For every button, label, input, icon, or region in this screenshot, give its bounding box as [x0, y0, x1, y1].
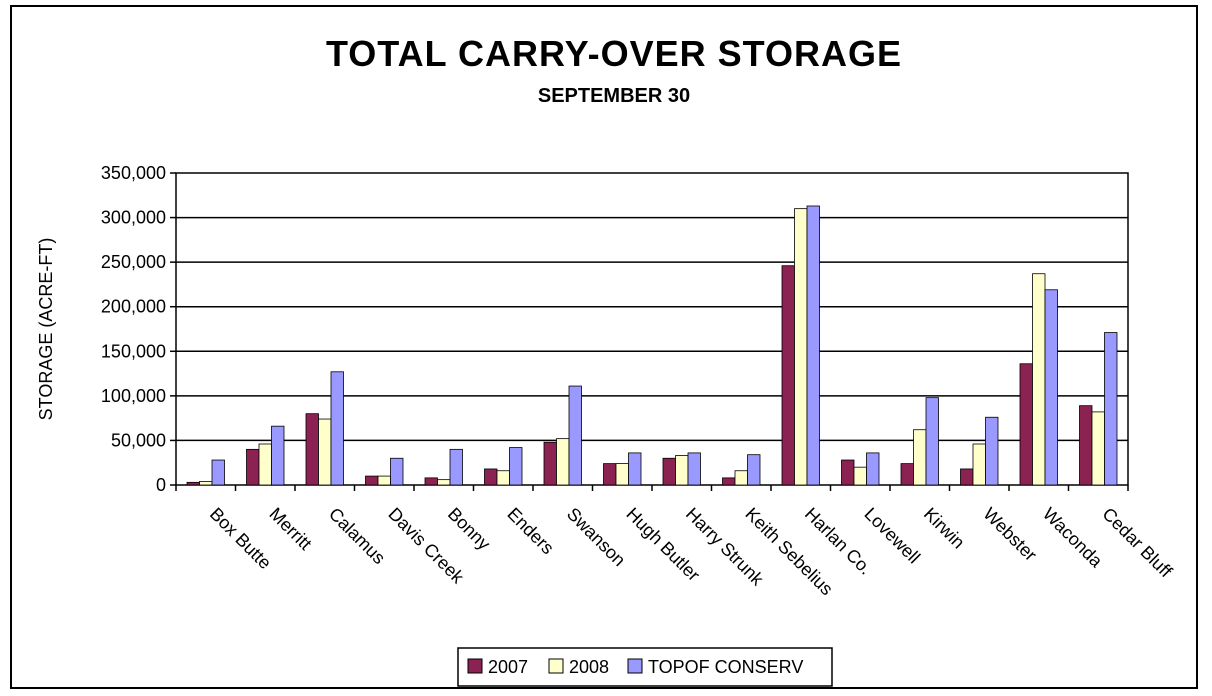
legend-swatch	[548, 658, 564, 674]
x-category-label: Enders	[503, 504, 557, 558]
legend: 2007 2008 TOPOF CONSERV	[457, 647, 833, 687]
legend-label: 2008	[569, 657, 609, 677]
bar-2007	[424, 477, 438, 486]
bar-topof-conserv	[211, 459, 225, 486]
bar-2007	[1079, 405, 1093, 486]
x-category-label: Swanson	[563, 504, 630, 571]
x-category-label: Merritt	[265, 504, 315, 554]
y-axis-ticks: 0 50,000 100,000 150,000 200,000 250,000 300,0…	[101, 163, 176, 495]
bar-2008	[853, 466, 867, 486]
bar-2007	[603, 463, 617, 486]
y-tick-label: 350,000	[101, 163, 166, 183]
bar-2007	[246, 448, 260, 486]
bar-topof-conserv	[449, 448, 463, 486]
legend-swatch	[467, 658, 483, 674]
bar-2008	[615, 463, 629, 486]
y-tick-label: 200,000	[101, 297, 166, 317]
bar-topof-conserv	[866, 452, 880, 486]
bar-2008	[258, 443, 272, 486]
bar-2008	[556, 438, 570, 486]
y-tick-label: 150,000	[101, 341, 166, 361]
bar-topof-conserv	[271, 425, 285, 486]
bar-2008	[1091, 411, 1105, 486]
bar-2007	[841, 459, 855, 486]
bar-topof-conserv	[390, 457, 404, 486]
x-category-label: Calamus	[325, 504, 389, 568]
bar-2008	[1032, 273, 1046, 486]
x-category-label: Webster	[979, 504, 1040, 565]
bar-2008	[794, 208, 808, 486]
bar-2008	[913, 429, 927, 486]
bar-topof-conserv	[330, 371, 344, 486]
bar-topof-conserv	[628, 452, 642, 486]
bar-2007	[1019, 363, 1033, 486]
y-tick-label: 0	[156, 475, 166, 495]
legend-box	[457, 647, 833, 687]
y-tick-label: 300,000	[101, 208, 166, 228]
x-category-label: Waconda	[1039, 504, 1107, 572]
bar-2007	[781, 265, 795, 486]
y-tick-label: 100,000	[101, 386, 166, 406]
bar-2007	[900, 463, 914, 486]
legend-swatch	[627, 658, 643, 674]
bar-2008	[675, 455, 689, 486]
y-tick-label: 50,000	[111, 430, 166, 450]
bar-2008	[496, 470, 510, 486]
x-category-label: Box Butte	[206, 504, 275, 573]
bar-topof-conserv	[687, 452, 701, 486]
bar-2007	[960, 468, 974, 486]
bar-2008	[437, 479, 451, 486]
bar-topof-conserv	[509, 447, 523, 486]
bar-topof-conserv	[1044, 289, 1058, 486]
legend-label: TOPOF CONSERV	[648, 657, 803, 677]
bar-2007	[543, 441, 557, 486]
bar-series	[186, 205, 1118, 486]
bar-topof-conserv	[568, 385, 582, 486]
bar-2007	[722, 477, 736, 486]
bar-2008	[318, 418, 332, 486]
x-category-label: Kirwin	[920, 504, 969, 553]
chart-subtitle: SEPTEMBER 30	[538, 85, 690, 107]
y-axis-label: STORAGE (ACRE-FT)	[36, 238, 56, 421]
chart-title: TOTAL CARRY-OVER STORAGE	[326, 33, 902, 74]
bar-2007	[186, 481, 200, 486]
bar-2008	[377, 475, 391, 486]
bar-topof-conserv	[806, 205, 820, 486]
x-category-label: Cedar Bluff	[1098, 504, 1176, 582]
bar-topof-conserv	[747, 454, 761, 486]
bar-topof-conserv	[1104, 332, 1118, 486]
bar-2007	[662, 457, 676, 486]
x-category-label: Bonny	[444, 504, 494, 554]
bar-2008	[972, 443, 986, 486]
bar-2007	[484, 468, 498, 486]
bar-2007	[305, 413, 319, 486]
bar-topof-conserv	[985, 416, 999, 486]
bar-2008	[199, 481, 213, 486]
bar-topof-conserv	[925, 397, 939, 486]
bar-2008	[734, 470, 748, 486]
legend-label: 2007	[488, 657, 528, 677]
bar-2007	[365, 475, 379, 486]
y-tick-label: 250,000	[101, 252, 166, 272]
